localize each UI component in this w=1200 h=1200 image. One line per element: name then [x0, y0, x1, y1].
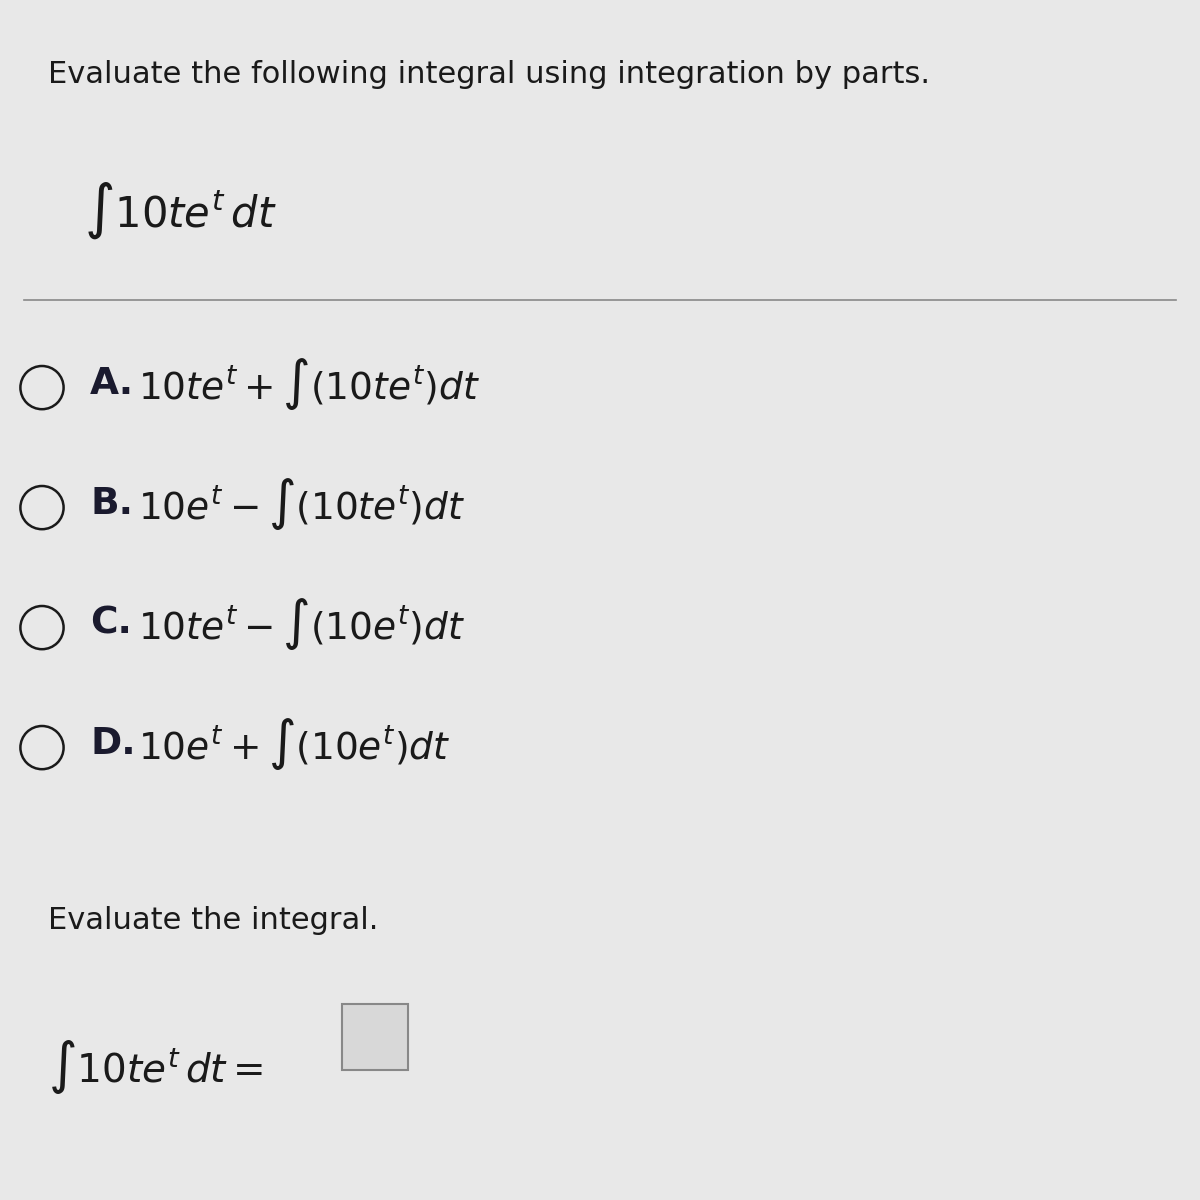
Text: $10e^t + \int \left(10e^t\right) dt$: $10e^t + \int \left(10e^t\right) dt$: [138, 716, 450, 772]
Text: $10e^t - \int \left(10te^t\right) dt$: $10e^t - \int \left(10te^t\right) dt$: [138, 476, 466, 532]
Text: $\int 10te^t \, dt$: $\int 10te^t \, dt$: [84, 180, 277, 241]
Text: Evaluate the integral.: Evaluate the integral.: [48, 906, 378, 935]
Text: B.: B.: [90, 486, 133, 522]
Text: D.: D.: [90, 726, 136, 762]
Text: $10te^t + \int \left(10te^t\right) dt$: $10te^t + \int \left(10te^t\right) dt$: [138, 356, 480, 412]
Text: Evaluate the following integral using integration by parts.: Evaluate the following integral using in…: [48, 60, 930, 89]
Text: A.: A.: [90, 366, 134, 402]
Text: C.: C.: [90, 606, 132, 642]
Text: $\int 10te^t \, dt =$: $\int 10te^t \, dt =$: [48, 1038, 263, 1096]
Text: $10te^t - \int \left(10e^t\right) dt$: $10te^t - \int \left(10e^t\right) dt$: [138, 596, 466, 652]
FancyBboxPatch shape: [342, 1004, 408, 1070]
